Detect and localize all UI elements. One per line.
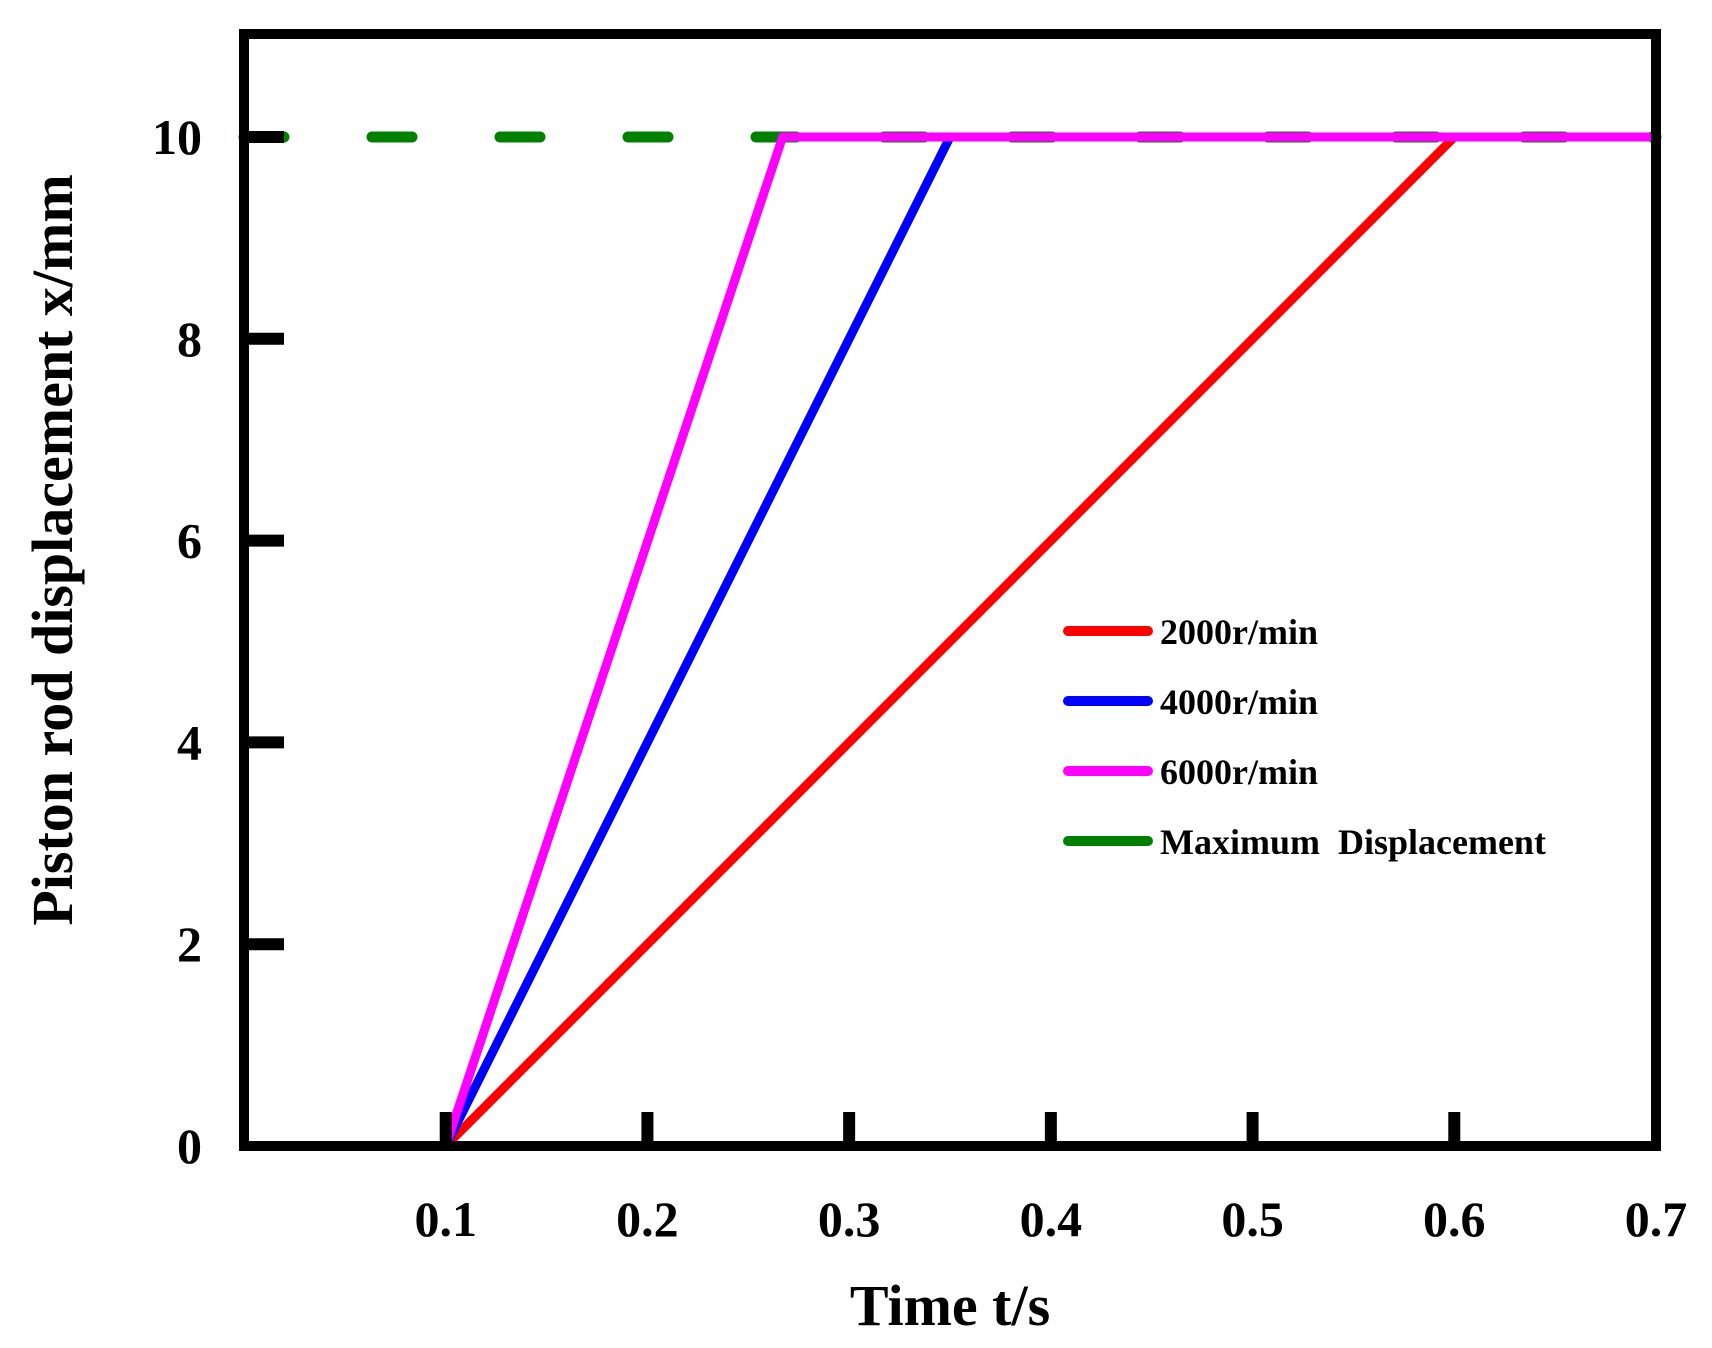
- x-tick-label: 0.1: [414, 1191, 477, 1247]
- y-tick-label: 0: [177, 1118, 202, 1174]
- plot-frame: [239, 29, 1661, 1151]
- y-tick-label: 8: [177, 311, 202, 367]
- y-tick-label: 4: [177, 714, 202, 770]
- y-tick-label: 6: [177, 513, 202, 569]
- y-axis-title: Piston rod displacement x/mm: [20, 174, 85, 925]
- legend-label: 2000r/min: [1160, 612, 1318, 652]
- x-tick-label: 0.6: [1423, 1191, 1486, 1247]
- x-axis-title: Time t/s: [850, 1273, 1050, 1338]
- legend-label: 6000r/min: [1160, 752, 1318, 792]
- y-tick-label: 10: [152, 109, 202, 165]
- x-tick-label: 0.4: [1020, 1191, 1083, 1247]
- x-tick-label: 0.2: [616, 1191, 679, 1247]
- series-line-0: [239, 132, 1661, 1151]
- x-tick-label: 0.3: [818, 1191, 881, 1247]
- legend: 2000r/min 4000r/min 6000r/min Maximum Displ…: [1063, 612, 1546, 862]
- y-tick-label: 2: [177, 916, 202, 972]
- series-layer: [238, 131, 1662, 1151]
- legend-label: Maximum Displacement: [1160, 822, 1546, 862]
- legend-label: 4000r/min: [1160, 682, 1318, 722]
- x-tick-label: 0.5: [1221, 1191, 1284, 1247]
- x-tick-label: 0.7: [1625, 1191, 1688, 1247]
- tick-layer: 0.1 0.2 0.3 0.4 0.5 0.6 0.7 0 2 4 6 8 10: [152, 109, 1687, 1247]
